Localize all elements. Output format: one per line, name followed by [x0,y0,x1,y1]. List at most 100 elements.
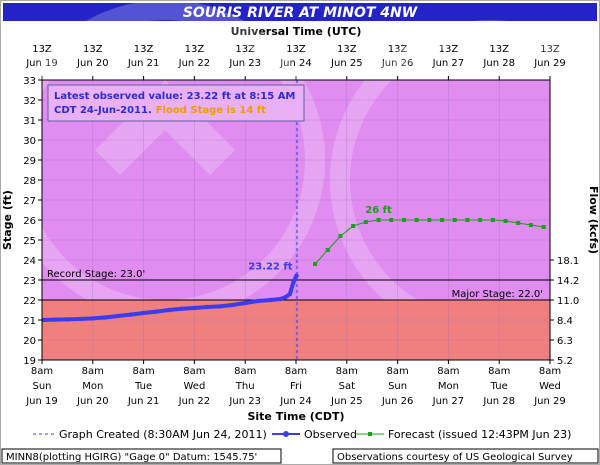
top-tick-label: Jun 29 [533,58,566,69]
observed-point [268,297,273,303]
forecast-point [376,218,381,222]
bottom-tick-label: Fri [290,381,302,392]
top-tick-label: Jun 20 [76,58,109,69]
observed-point [90,316,96,321]
top-tick-label: 13Z [83,44,103,55]
bottom-tick-label: 8am [31,366,53,377]
observed-point [230,302,235,308]
bottom-tick-label: Sat [339,381,355,392]
observed-point [103,315,108,320]
forecast-point [452,218,457,222]
info-box-frame [47,84,305,122]
footer-credit-box [332,448,599,464]
observed-value-label: 23.22 ft [248,262,292,273]
top-tick-label: Jun 26 [381,58,414,69]
bottom-tick-label: Mon [82,381,103,392]
footer-credit-text: Observations courtesy of US Geological S… [337,452,573,463]
forecast-peak-label: 26 ft [365,205,392,216]
latest-observed-text: Latest observed value: 23.22 ft at 8:15 … [54,91,295,102]
observed-point [116,313,121,319]
bottom-tick-label: 8am [336,366,358,377]
forecast-point [490,218,495,222]
bottom-tick-label: Tue [134,381,152,392]
bottom-tick-label: Thu [235,381,255,392]
observed-point [52,317,57,322]
info-box: Latest observed value: 23.22 ft at 8:15 … [47,84,305,122]
bottom-tick-label: 8am [437,366,459,377]
watermark-emblem [95,80,235,175]
flow-tick-label: 5.2 [557,356,573,367]
stage-tick-label: 23 [23,276,36,287]
legend-forecast-marker [368,432,372,436]
bottom-tick-label: Jun 29 [533,396,566,407]
y-axis-title: Stage (ft) [1,190,14,250]
observed-point [204,304,210,310]
bottom-tick-label: 8am [488,366,510,377]
bottom-tick-label: 8am [82,366,104,377]
flow-tick-label: 18.1 [557,256,579,267]
forecast-point [338,234,343,238]
stage-tick-label: 22 [23,296,36,307]
stage-tick-label: 29 [23,156,36,167]
bottom-tick-label: Jun 24 [279,396,312,407]
bottom-tick-label: Jun 21 [127,396,160,407]
forecast-point [351,224,356,228]
top-tick-label: Jun 23 [228,58,261,69]
stage-tick-label: 30 [23,136,36,147]
bottom-tick-label: Mon [438,381,459,392]
top-axis-tick-labels: 13Z Jun 19 13Z Jun 20 13Z Jun 21 13Z Jun 22 13Z J… [25,44,566,80]
top-tick-label: 13Z [439,44,459,55]
stage-tick-label: 24 [23,256,36,267]
observed-point [77,316,83,322]
observed-point [192,305,197,311]
bottom-tick-label: Jun 26 [381,396,414,407]
stage-tick-label: 25 [23,236,36,247]
forecast-point [541,225,546,229]
observed-point [179,306,184,311]
top-tick-label: 13Z [489,44,509,55]
forecast-point [440,218,445,222]
record-stage-label: Record Stage: 23.0' [47,269,145,280]
bottom-tick-label: 8am [386,366,408,377]
top-tick-label: 13Z [32,44,52,55]
major-stage-label: Major Stage: 22.0' [452,289,543,300]
observed-point [291,279,296,285]
observed-series-points [42,273,299,323]
top-tick-label: Jun 27 [432,58,465,69]
top-tick-label: Jun 19 [25,58,58,69]
flow-axis-title: Flow (kcfs) [587,186,600,254]
observed-point [141,310,146,316]
bottom-tick-label: 8am [539,366,561,377]
forecast-point [389,218,394,222]
bottom-tick-label: Jun 25 [330,396,363,407]
stage-tick-label: 19 [23,356,36,367]
forecast-series-points [313,218,546,266]
observed-point [283,294,289,300]
observed-point [42,317,45,323]
observed-point [287,291,293,297]
bottom-tick-label: Sun [32,381,51,392]
bottom-tick-label: 8am [183,366,205,377]
bottom-tick-label: Jun 28 [482,396,515,407]
observed-point [255,298,261,304]
observed-point [294,273,299,278]
forecast-point [478,218,483,222]
observed-point [278,296,283,302]
top-tick-label: 13Z [286,44,306,55]
observed-date-text: CDT 24-Jun-2011. [54,105,152,116]
top-tick-label: 13Z [185,44,205,55]
flow-tick-label: 14.2 [557,276,579,287]
forecast-point [427,218,432,222]
bottom-tick-label: Jun 23 [228,396,261,407]
top-tick-label: Jun 25 [330,58,363,69]
stage-tick-label: 21 [23,316,36,327]
top-tick-label: Jun 28 [482,58,515,69]
bottom-tick-label: Tue [490,381,508,392]
top-tick-label: 13Z [134,44,154,55]
flow-tick-label: 8.4 [557,316,573,327]
legend-graph-created-label: Graph Created (8:30AM Jun 24, 2011) [59,428,267,441]
flow-tick-label: 6.3 [557,336,573,347]
bottom-tick-label: 8am [285,366,307,377]
stage-tick-label: 27 [23,196,36,207]
